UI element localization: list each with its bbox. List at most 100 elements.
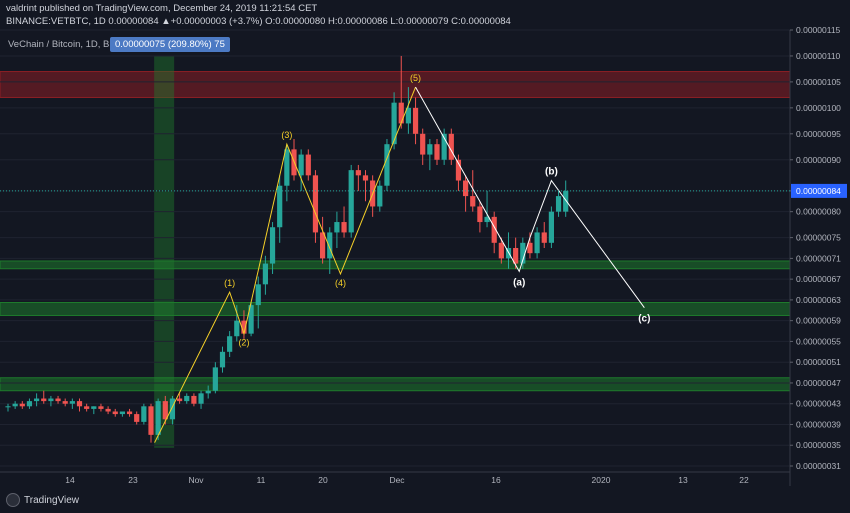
resistance-zone — [0, 71, 791, 98]
correction-label: (a) — [513, 277, 525, 288]
time-tick-label: 13 — [678, 475, 688, 485]
candle — [555, 196, 562, 212]
candle — [277, 185, 283, 228]
candle — [19, 403, 25, 407]
time-tick-label: 22 — [739, 475, 749, 485]
support-zone — [0, 260, 791, 270]
price-tick-label: 0.00000090 — [796, 155, 841, 165]
candle — [255, 284, 261, 306]
candle — [355, 170, 361, 176]
candle — [205, 390, 211, 394]
candle — [498, 242, 504, 259]
candle — [327, 232, 333, 259]
price-tick-label: 0.00000051 — [796, 357, 841, 367]
candle — [219, 351, 226, 368]
candle — [455, 159, 462, 181]
candle — [112, 411, 118, 415]
wave-label: (3) — [281, 130, 292, 140]
price-tick-label: 0.00000043 — [796, 399, 841, 409]
support-zone — [0, 377, 791, 392]
price-tick-label: 0.00000035 — [796, 440, 841, 450]
candle — [269, 227, 276, 264]
price-axis-bg — [790, 0, 850, 513]
candle — [348, 170, 354, 233]
wave-label: (4) — [335, 278, 346, 288]
price-tick-label: 0.00000055 — [796, 336, 841, 346]
candle — [41, 398, 47, 402]
price-tick-label: 0.00000110 — [796, 51, 841, 61]
candle — [548, 211, 554, 243]
time-highlight-zone — [154, 55, 175, 448]
correction-wave-line — [415, 86, 645, 308]
candle — [227, 336, 233, 352]
candle — [534, 232, 540, 254]
price-tick-label: 0.00000080 — [796, 207, 841, 217]
elliott-waves: (1) (2) (3) (4) (5) (a) (b) (c) — [154, 73, 650, 443]
price-tick-label: 0.00000063 — [796, 295, 841, 305]
price-tick-label: 0.00000100 — [796, 103, 841, 113]
candles — [5, 55, 569, 443]
tradingview-logo[interactable]: TradingView — [6, 493, 79, 507]
candle — [198, 393, 204, 404]
candle — [305, 154, 311, 176]
candle — [420, 133, 426, 155]
candle — [234, 320, 240, 337]
candle — [169, 398, 176, 420]
candle — [377, 185, 383, 207]
time-tick-label: Dec — [389, 475, 405, 485]
price-tick-label: 0.00000059 — [796, 316, 841, 326]
candle — [241, 320, 247, 334]
time-tick-label: 11 — [257, 475, 266, 485]
candle — [91, 406, 97, 409]
candle — [48, 398, 54, 402]
candle — [312, 175, 319, 233]
price-tick-label: 0.00000115 — [796, 25, 841, 35]
candle — [470, 196, 476, 207]
candle — [134, 414, 140, 422]
candle — [441, 133, 447, 160]
support-zone — [0, 302, 791, 316]
candle — [477, 206, 483, 223]
time-tick-label: 2020 — [592, 475, 611, 485]
price-zones — [0, 55, 791, 448]
candle — [5, 406, 11, 408]
candle — [484, 216, 490, 223]
price-tick-label: 0.00000047 — [796, 378, 841, 388]
correction-label: (c) — [638, 314, 650, 325]
candle — [34, 398, 40, 402]
candle — [191, 395, 197, 404]
time-tick-label: 20 — [318, 475, 328, 485]
candle — [391, 102, 397, 145]
candle — [76, 401, 83, 407]
correction-label: (b) — [545, 167, 558, 178]
candle — [162, 401, 168, 420]
candle — [62, 401, 68, 404]
candle — [177, 398, 183, 402]
candle — [427, 144, 433, 155]
price-tick-label: 0.00000067 — [796, 274, 841, 284]
candle — [448, 133, 454, 160]
candle — [119, 411, 125, 415]
candle — [398, 102, 404, 124]
candle — [212, 367, 218, 391]
time-tick-label: 16 — [491, 475, 501, 485]
candle — [248, 305, 254, 334]
candle — [184, 395, 190, 402]
candle — [26, 401, 33, 407]
candle — [541, 232, 547, 243]
price-tick-label: 0.00000075 — [796, 233, 841, 243]
chart-grid — [0, 29, 790, 467]
candle — [105, 408, 111, 412]
candle — [362, 175, 369, 181]
publish-info: valdrint published on TradingView.com, D… — [6, 3, 318, 14]
price-tick-label: 0.00000039 — [796, 419, 841, 429]
candle — [141, 406, 147, 422]
candle — [148, 406, 154, 435]
candle — [334, 222, 340, 233]
candle — [320, 232, 326, 259]
time-tick-label: Nov — [188, 475, 204, 485]
candle — [463, 180, 469, 197]
impulse-wave-line — [154, 86, 417, 443]
candle — [405, 107, 411, 124]
